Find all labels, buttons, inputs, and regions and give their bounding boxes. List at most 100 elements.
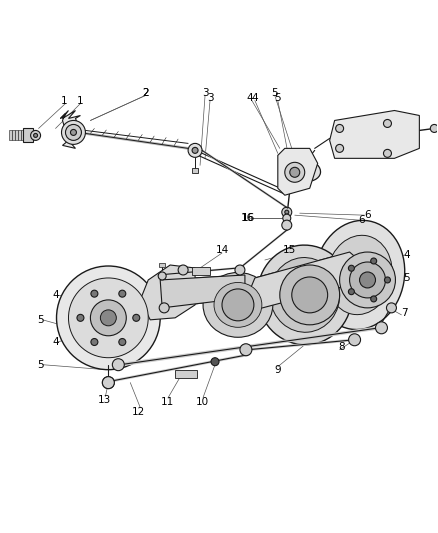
Circle shape bbox=[336, 124, 343, 132]
Text: 4: 4 bbox=[247, 93, 253, 102]
Bar bbox=[175, 370, 197, 378]
Bar bbox=[192, 168, 198, 173]
Text: 3: 3 bbox=[202, 87, 208, 98]
Circle shape bbox=[285, 163, 305, 182]
Text: 5: 5 bbox=[403, 273, 410, 283]
Circle shape bbox=[158, 272, 166, 280]
Circle shape bbox=[71, 130, 77, 135]
Circle shape bbox=[290, 167, 300, 177]
Text: 4: 4 bbox=[403, 250, 410, 260]
Circle shape bbox=[112, 359, 124, 370]
Circle shape bbox=[100, 310, 117, 326]
Polygon shape bbox=[160, 275, 245, 308]
Circle shape bbox=[222, 289, 254, 321]
Text: 5: 5 bbox=[275, 93, 281, 102]
Circle shape bbox=[384, 149, 392, 157]
Polygon shape bbox=[248, 252, 364, 310]
Circle shape bbox=[34, 133, 38, 138]
Bar bbox=[159, 263, 165, 267]
Text: 8: 8 bbox=[338, 342, 345, 352]
Circle shape bbox=[90, 300, 126, 336]
Circle shape bbox=[282, 220, 292, 230]
Circle shape bbox=[375, 322, 388, 334]
Circle shape bbox=[240, 344, 252, 356]
Circle shape bbox=[102, 377, 114, 389]
Circle shape bbox=[385, 277, 390, 283]
Bar bbox=[12, 131, 14, 140]
Text: 9: 9 bbox=[275, 365, 281, 375]
Polygon shape bbox=[330, 110, 419, 158]
Ellipse shape bbox=[327, 235, 392, 314]
Ellipse shape bbox=[258, 245, 352, 345]
Text: 1: 1 bbox=[77, 95, 84, 106]
Text: 15: 15 bbox=[283, 245, 297, 255]
Text: 4: 4 bbox=[251, 93, 258, 102]
Circle shape bbox=[159, 303, 169, 313]
Text: 7: 7 bbox=[401, 308, 408, 318]
Circle shape bbox=[119, 290, 126, 297]
Circle shape bbox=[31, 131, 41, 140]
Text: 4: 4 bbox=[52, 337, 59, 347]
Text: 5: 5 bbox=[272, 87, 278, 98]
Circle shape bbox=[133, 314, 140, 321]
Bar bbox=[9, 131, 12, 140]
Circle shape bbox=[61, 120, 85, 144]
Text: 12: 12 bbox=[132, 407, 145, 416]
Circle shape bbox=[178, 265, 188, 275]
Text: 13: 13 bbox=[98, 394, 111, 405]
Circle shape bbox=[348, 289, 354, 295]
Circle shape bbox=[188, 143, 202, 157]
Circle shape bbox=[386, 303, 396, 313]
Circle shape bbox=[211, 358, 219, 366]
Text: 16: 16 bbox=[242, 213, 255, 223]
Circle shape bbox=[371, 258, 377, 264]
Circle shape bbox=[283, 214, 291, 222]
Circle shape bbox=[350, 262, 385, 298]
Polygon shape bbox=[278, 148, 318, 195]
Circle shape bbox=[282, 207, 292, 217]
Circle shape bbox=[66, 124, 81, 140]
Ellipse shape bbox=[289, 159, 321, 181]
Bar bbox=[18, 131, 21, 140]
Circle shape bbox=[77, 314, 84, 321]
Circle shape bbox=[68, 278, 148, 358]
Circle shape bbox=[192, 148, 198, 154]
Text: 10: 10 bbox=[195, 397, 208, 407]
Circle shape bbox=[371, 296, 377, 302]
Bar bbox=[192, 267, 210, 275]
Bar bbox=[23, 128, 32, 142]
Circle shape bbox=[336, 144, 343, 152]
Circle shape bbox=[235, 265, 245, 275]
Ellipse shape bbox=[314, 221, 405, 329]
Circle shape bbox=[348, 265, 354, 271]
Ellipse shape bbox=[280, 163, 310, 181]
Ellipse shape bbox=[203, 272, 273, 337]
Text: 1: 1 bbox=[61, 95, 68, 106]
Polygon shape bbox=[60, 110, 81, 148]
Circle shape bbox=[339, 252, 396, 308]
Circle shape bbox=[384, 119, 392, 127]
Text: 14: 14 bbox=[215, 245, 229, 255]
Text: 6: 6 bbox=[364, 210, 371, 220]
Circle shape bbox=[91, 338, 98, 345]
Circle shape bbox=[430, 124, 438, 132]
Ellipse shape bbox=[214, 282, 262, 327]
Circle shape bbox=[285, 210, 289, 214]
Circle shape bbox=[102, 377, 114, 389]
Circle shape bbox=[292, 277, 328, 313]
Text: 3: 3 bbox=[207, 93, 213, 102]
Ellipse shape bbox=[270, 257, 339, 332]
Text: 5: 5 bbox=[37, 315, 44, 325]
Circle shape bbox=[280, 265, 339, 325]
Circle shape bbox=[360, 272, 375, 288]
Circle shape bbox=[91, 290, 98, 297]
Bar bbox=[21, 131, 24, 140]
Text: 4: 4 bbox=[52, 290, 59, 300]
Bar bbox=[14, 131, 18, 140]
Circle shape bbox=[349, 334, 360, 346]
Text: 5: 5 bbox=[37, 360, 44, 370]
Text: 6: 6 bbox=[358, 215, 365, 225]
Text: 2: 2 bbox=[142, 87, 148, 98]
Circle shape bbox=[119, 338, 126, 345]
Polygon shape bbox=[140, 265, 195, 320]
